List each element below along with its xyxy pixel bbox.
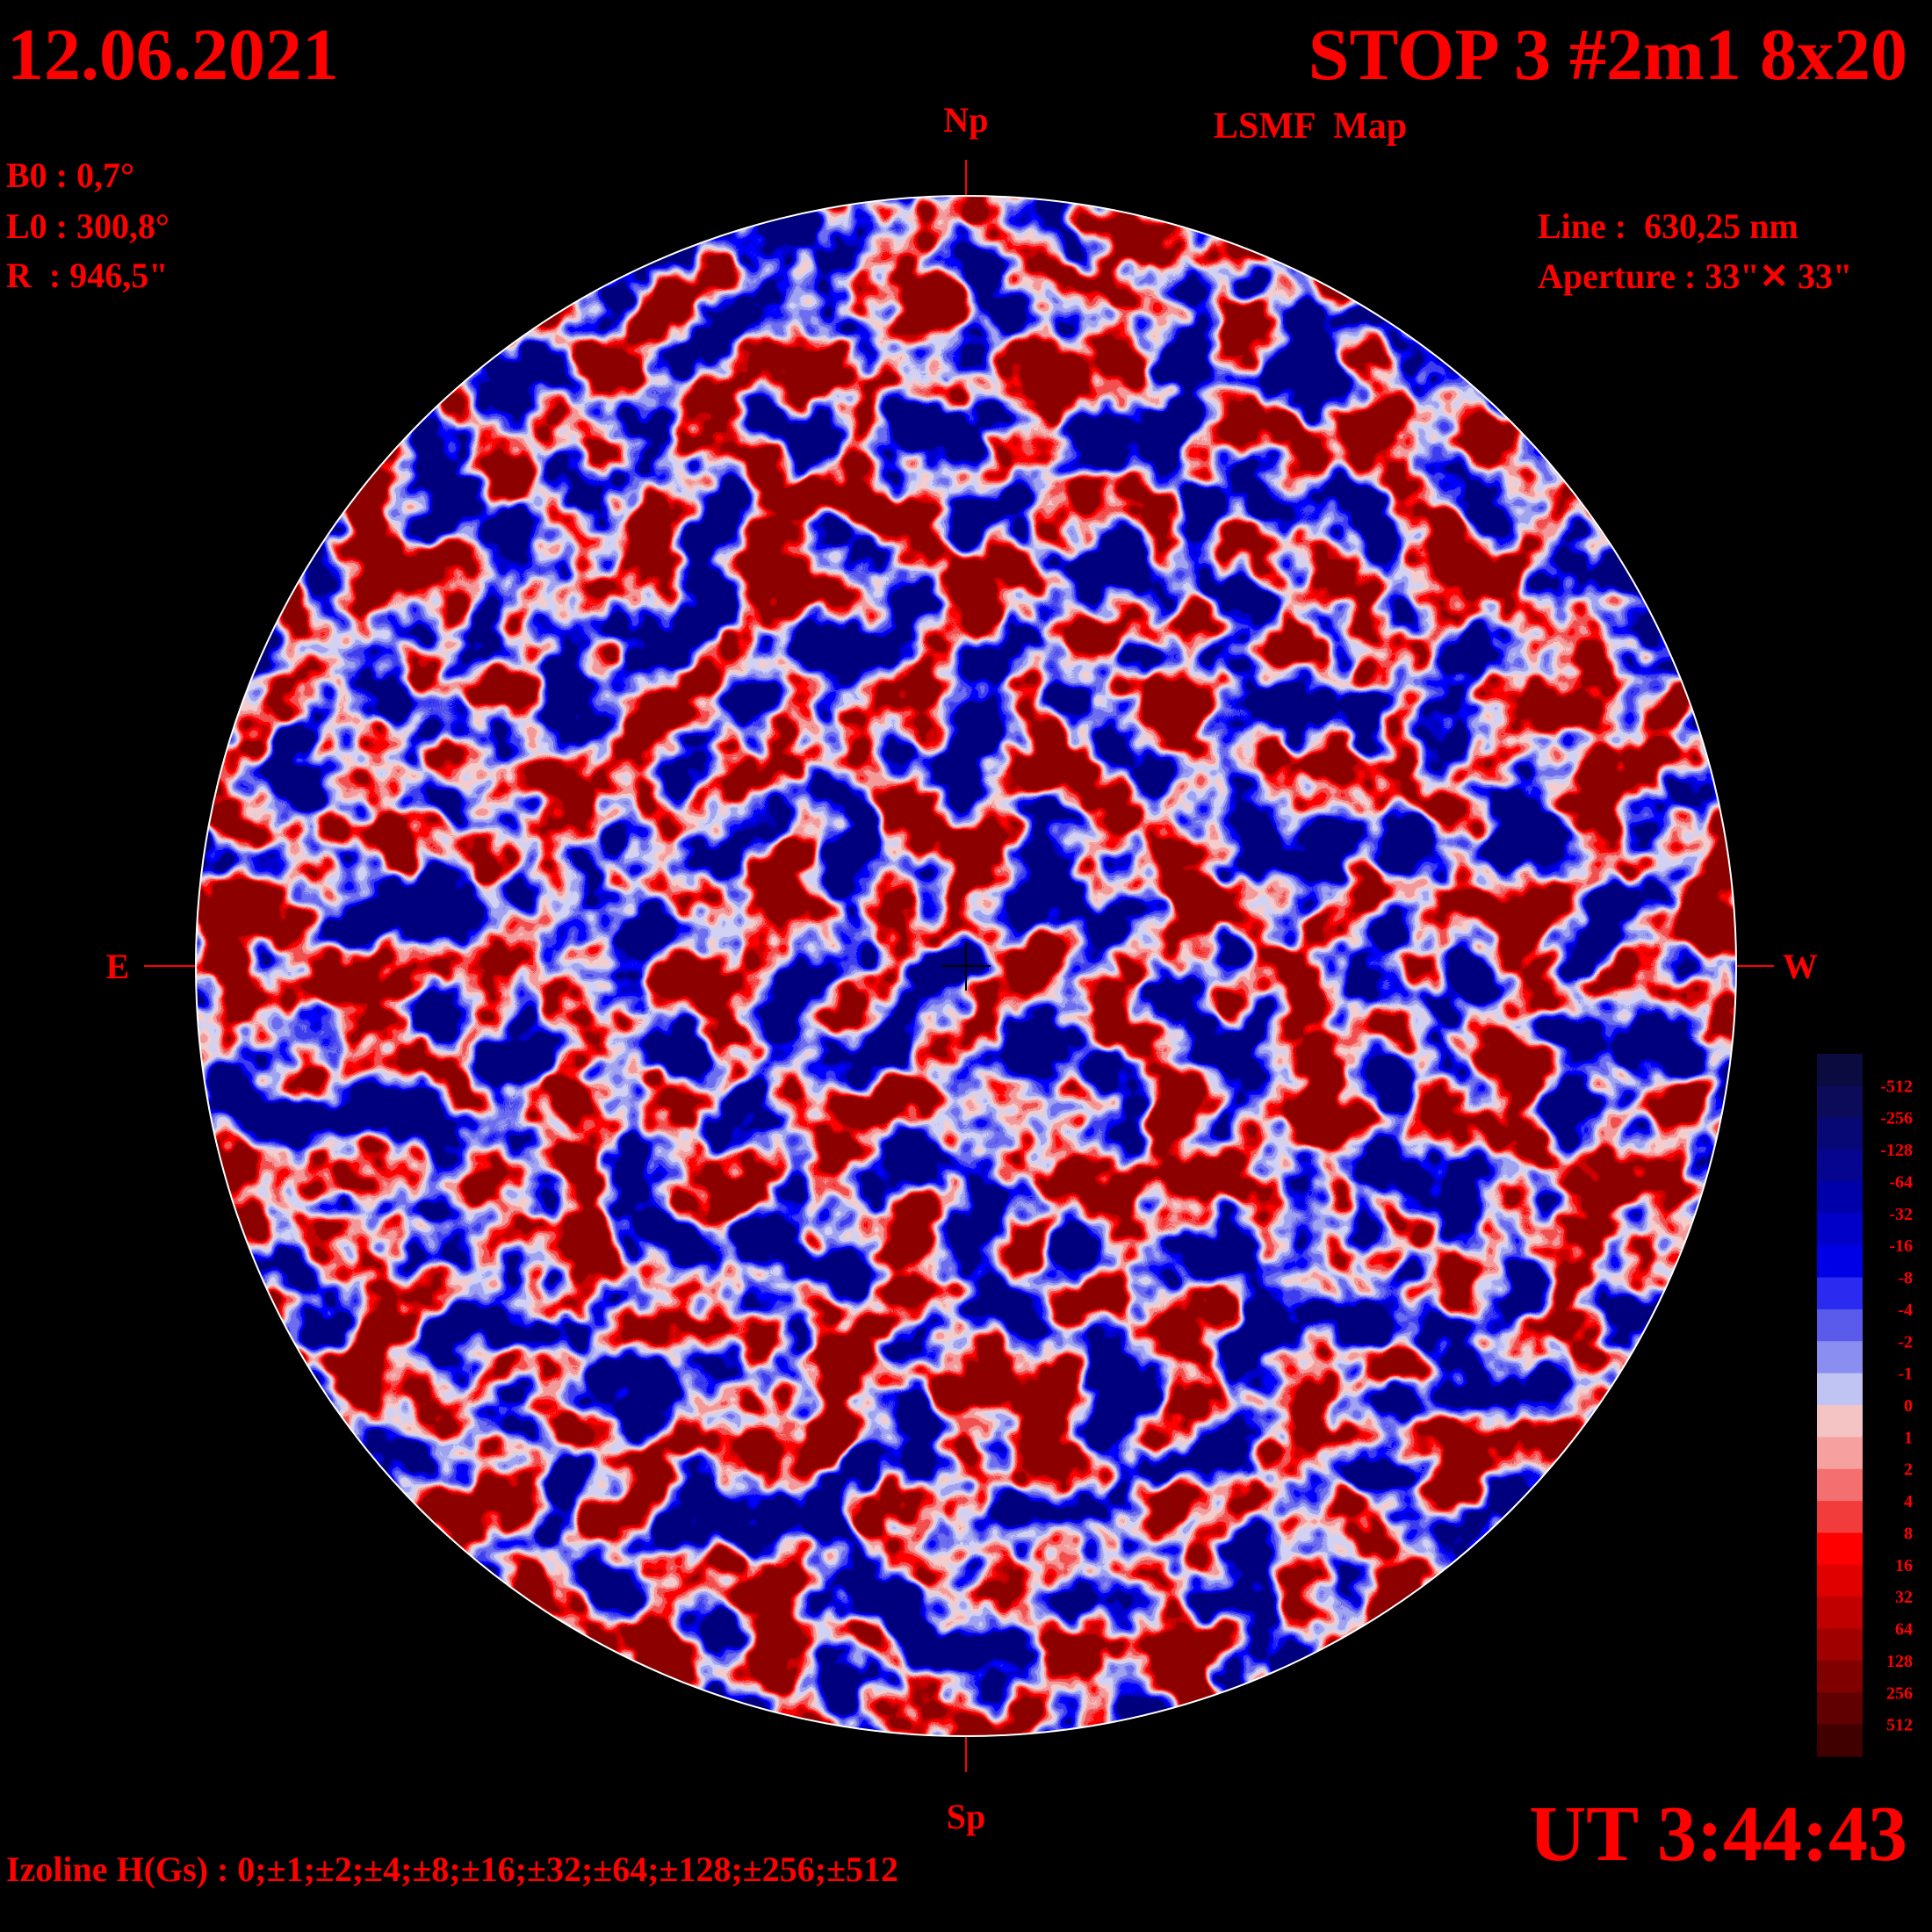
colorbar-swatch — [1817, 1564, 1863, 1597]
colorbar-label: 64 — [1895, 1620, 1913, 1640]
colorbar-swatch — [1817, 1501, 1863, 1533]
instrument: Aperture : 33"✕ 33" — [1538, 256, 1852, 296]
colorbar-swatch — [1817, 1341, 1863, 1374]
colorbar-label: -2 — [1898, 1332, 1913, 1352]
north-label: Np — [943, 100, 988, 140]
colorbar-swatch — [1817, 1405, 1863, 1438]
colorbar-label: -256 — [1880, 1109, 1913, 1128]
colorbar-swatch — [1817, 1150, 1863, 1182]
colorbar-label: -4 — [1898, 1301, 1913, 1320]
disk-edge — [195, 195, 1737, 1737]
colorbar-label: -16 — [1889, 1236, 1913, 1256]
colorbar-swatch — [1817, 1628, 1863, 1662]
colorbar-label: -64 — [1889, 1172, 1913, 1192]
colorbar-label: 512 — [1886, 1716, 1913, 1735]
subtitle: LSMF Map — [1214, 106, 1407, 147]
date: 12.06.2021 — [7, 14, 339, 96]
colorbar-label: 32 — [1895, 1588, 1913, 1607]
colorbar-swatch — [1817, 1532, 1863, 1566]
west-label: W — [1783, 947, 1818, 986]
colorbar-swatch — [1817, 1373, 1863, 1406]
colorbar-label: -128 — [1880, 1141, 1913, 1160]
colorbar-label: -8 — [1898, 1269, 1913, 1288]
time: UT 3:44:43 — [1529, 1791, 1907, 1878]
colorbar-label: 1 — [1904, 1428, 1913, 1447]
south-label: Sp — [947, 1797, 986, 1836]
colorbar-label: -1 — [1898, 1365, 1913, 1384]
title: STOP 3 #2m1 8x20 — [1308, 14, 1907, 96]
instrument: Line : 630,25 nm — [1538, 206, 1799, 246]
colorbar-label: 16 — [1895, 1556, 1913, 1575]
colorbar-swatch — [1817, 1085, 1863, 1119]
colorbar-label: -512 — [1880, 1077, 1913, 1096]
parameter: R : 946,5" — [6, 256, 168, 295]
colorbar-swatch — [1817, 1437, 1863, 1470]
colorbar-swatch — [1817, 1308, 1863, 1342]
colorbar-swatch — [1817, 1117, 1863, 1150]
colorbar-swatch — [1817, 1213, 1863, 1246]
colorbar-label: 128 — [1886, 1652, 1913, 1671]
colorbar-swatch — [1817, 1724, 1863, 1757]
parameter: B0 : 0,7° — [6, 155, 134, 195]
colorbar-label: 256 — [1886, 1683, 1913, 1703]
colorbar-swatch — [1817, 1054, 1863, 1086]
colorbar-swatch — [1817, 1277, 1863, 1310]
colorbar-label: 0 — [1904, 1396, 1913, 1416]
parameter: L0 : 300,8° — [6, 206, 169, 246]
colorbar-swatch — [1817, 1597, 1863, 1630]
colorbar-label: 8 — [1904, 1524, 1913, 1543]
colorbar-label: -32 — [1889, 1205, 1913, 1224]
colorbar-swatch — [1817, 1468, 1863, 1502]
colorbar-label: 4 — [1904, 1492, 1913, 1511]
colorbar-swatch — [1817, 1181, 1863, 1215]
colorbar-swatch — [1817, 1692, 1863, 1726]
east-label: E — [106, 947, 130, 986]
colorbar-swatch — [1817, 1245, 1863, 1279]
colorbar: -512 -256 -128 -64 -32 -16 -8 -4 -2 -1 0 1 2 4 8 16 32 64… — [1817, 1054, 1913, 1757]
colorbar-swatch — [1817, 1660, 1863, 1693]
izoline-note: Izoline H(Gs) : 0;±1;±2;±4;±8;±16;±32;±6… — [6, 1849, 898, 1889]
colorbar-label: 2 — [1904, 1460, 1913, 1480]
